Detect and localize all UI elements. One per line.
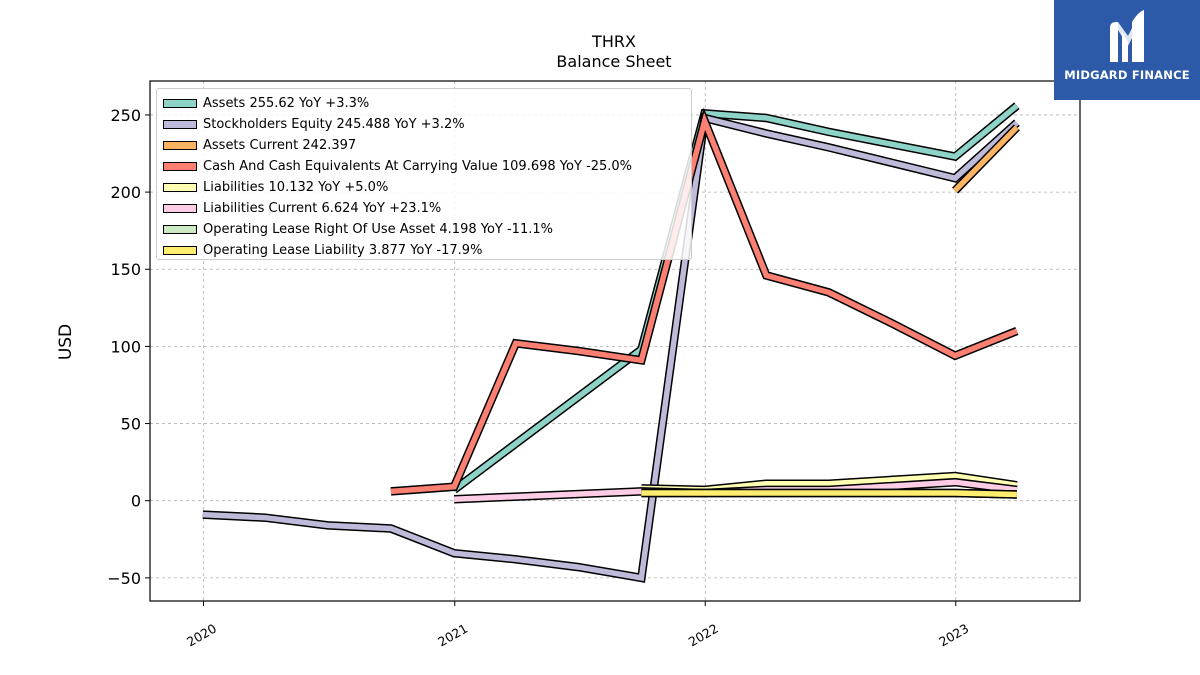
- axes: −50 0 50 100 150 200 250 2020 2021 2022 2023: [107, 106, 971, 650]
- brand-logo: MIDGARD FINANCE: [1054, 0, 1200, 100]
- legend-swatch: [163, 183, 197, 192]
- legend-label: Operating Lease Liability 3.877 YoY -17.…: [203, 243, 483, 258]
- legend-item: Stockholders Equity 245.488 YoY +3.2%: [163, 114, 691, 135]
- legend-swatch: [163, 162, 197, 171]
- legend-swatch: [163, 141, 197, 150]
- legend-item: Cash And Cash Equivalents At Carrying Va…: [163, 156, 691, 177]
- y-axis-label: USD: [56, 323, 76, 361]
- chart-subtitle: Balance Sheet: [556, 52, 672, 71]
- legend-label: Liabilities Current 6.624 YoY +23.1%: [203, 201, 442, 216]
- legend-swatch: [163, 120, 197, 129]
- y-tick-label: 150: [110, 260, 141, 279]
- legend-label: Assets 255.62 YoY +3.3%: [203, 96, 370, 111]
- legend-label: Liabilities 10.132 YoY +5.0%: [203, 180, 389, 195]
- midgard-m-logo-icon: [1110, 10, 1144, 62]
- logo-text: MIDGARD FINANCE: [1064, 68, 1190, 82]
- series-line-stockholders-equity: [202, 114, 1019, 582]
- x-tick-label: 2023: [936, 621, 971, 650]
- legend-swatch: [163, 246, 197, 255]
- legend-label: Assets Current 242.397: [203, 138, 357, 153]
- x-tick-label: 2020: [184, 621, 219, 650]
- series-lines: [202, 102, 1020, 583]
- y-tick-label: 200: [110, 183, 141, 202]
- legend-item: Liabilities 10.132 YoY +5.0%: [163, 177, 691, 198]
- x-tick-label: 2022: [686, 621, 721, 650]
- plot-frame: [149, 80, 1081, 602]
- legend-item: Operating Lease Liability 3.877 YoY -17.…: [163, 240, 691, 261]
- legend-item: Assets Current 242.397: [163, 135, 691, 156]
- legend-swatch: [163, 99, 197, 108]
- x-tick-label: 2021: [435, 621, 470, 650]
- y-tick-label: 0: [131, 492, 141, 511]
- legend-label: Cash And Cash Equivalents At Carrying Va…: [203, 159, 632, 174]
- y-tick-label: 100: [110, 337, 141, 356]
- chart-title: THRX: [592, 32, 636, 51]
- y-tick-label: 250: [110, 106, 141, 125]
- legend-label: Stockholders Equity 245.488 YoY +3.2%: [203, 117, 465, 132]
- legend-swatch: [163, 225, 197, 234]
- legend-swatch: [163, 204, 197, 213]
- legend-item: Liabilities Current 6.624 YoY +23.1%: [163, 198, 691, 219]
- y-tick-label: 50: [121, 415, 141, 434]
- legend-item: Assets 255.62 YoY +3.3%: [163, 93, 691, 114]
- y-tick-label: −50: [107, 569, 141, 588]
- legend-item: Operating Lease Right Of Use Asset 4.198…: [163, 219, 691, 240]
- legend-label: Operating Lease Right Of Use Asset 4.198…: [203, 222, 553, 237]
- series-line-cash-and-cash-equivalents-at-carrying-value: [390, 112, 1018, 495]
- series-line-assets-current: [953, 125, 1019, 193]
- chart-legend: Assets 255.62 YoY +3.3% Stockholders Equi…: [156, 88, 692, 260]
- series-line-operating-lease-liability: [641, 490, 1017, 498]
